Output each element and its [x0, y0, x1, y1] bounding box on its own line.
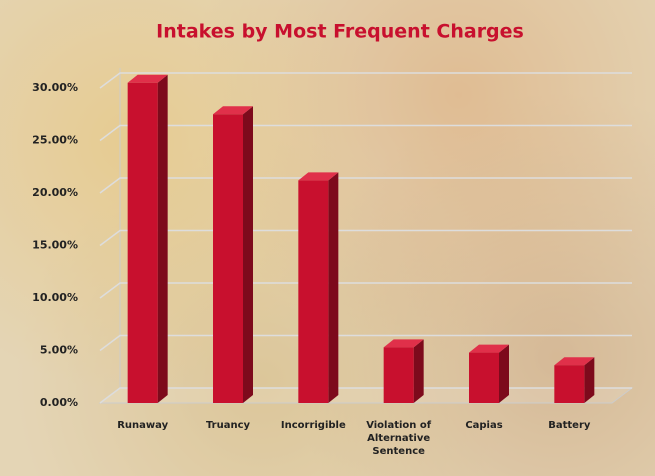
x-tick-label: Incorrigible	[280, 420, 346, 431]
y-tick-label: 30.00%	[32, 81, 78, 94]
y-tick-label: 15.00%	[32, 239, 78, 252]
y-tick-label: 10.00%	[32, 291, 78, 304]
x-tick-label: Capias	[465, 420, 503, 431]
bar	[554, 365, 585, 403]
x-tick-label: Truancy	[205, 420, 251, 431]
grid-line	[99, 334, 632, 352]
x-tick-label: Violation of Alternative Sentence	[366, 420, 432, 457]
grid-line	[99, 387, 632, 404]
bar	[469, 352, 499, 403]
y-tick-label: 20.00%	[32, 186, 78, 199]
bar	[213, 114, 243, 403]
bar-top	[127, 74, 168, 83]
bar-side	[584, 357, 595, 403]
grid-line	[99, 72, 632, 89]
bar-top	[383, 339, 424, 348]
floor	[98, 387, 634, 404]
chart-title: Intakes by Most Frequent Charges	[156, 21, 524, 43]
y-tick-label: 0.00%	[40, 396, 78, 409]
bar-side	[499, 344, 509, 403]
grid-line	[99, 124, 632, 142]
bar-top	[298, 172, 339, 181]
bar-top	[554, 357, 595, 366]
bar	[383, 347, 414, 403]
grid-line	[99, 177, 632, 194]
x-tick-label: Runaway	[117, 420, 169, 431]
bar-side	[243, 106, 253, 403]
x-tick-label: Battery	[548, 420, 591, 431]
bar-side	[157, 74, 168, 403]
bar	[127, 82, 158, 403]
grid-line	[99, 229, 632, 247]
bar-side	[328, 172, 339, 403]
y-tick-label: 25.00%	[32, 134, 78, 147]
bar-top	[213, 106, 253, 115]
grid-line	[99, 282, 632, 299]
bar	[298, 180, 329, 403]
y-tick-label: 5.00%	[40, 344, 78, 357]
bar-top	[469, 344, 509, 353]
bar-side	[413, 339, 424, 403]
